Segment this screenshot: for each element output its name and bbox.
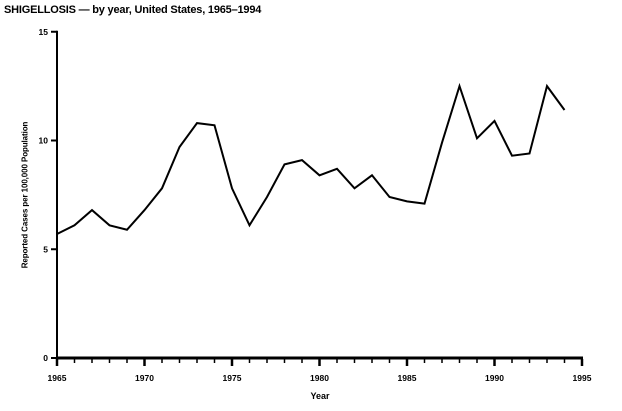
x-tick-label: 1980 (310, 373, 329, 383)
x-tick-label: 1985 (398, 373, 417, 383)
x-tick-label: 1990 (485, 373, 504, 383)
x-tick-label: 1965 (48, 373, 67, 383)
y-tick-label: 15 (39, 27, 49, 37)
y-tick-label: 5 (43, 244, 48, 254)
chart-title: SHIGELLOSIS — by year, United States, 19… (4, 4, 262, 16)
x-tick-label: 1995 (573, 373, 592, 383)
data-series-line (56, 82, 566, 235)
x-tick-label: 1970 (135, 373, 154, 383)
x-axis-label: Year (310, 391, 330, 401)
x-tick-label: 1975 (223, 373, 242, 383)
y-tick-label: 0 (43, 353, 48, 363)
y-tick-label: 10 (39, 136, 49, 146)
